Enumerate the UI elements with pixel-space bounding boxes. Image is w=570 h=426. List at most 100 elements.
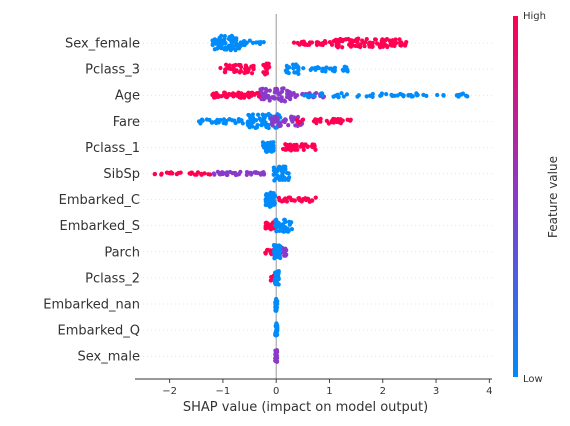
shap-point bbox=[244, 40, 249, 45]
shap-point bbox=[295, 147, 300, 152]
shap-point bbox=[290, 198, 295, 203]
shap-point bbox=[262, 96, 267, 101]
shap-point bbox=[334, 119, 339, 124]
feature-label: Pclass_1 bbox=[85, 141, 140, 156]
shap-point bbox=[217, 38, 222, 43]
shap-point bbox=[389, 92, 394, 97]
shap-point bbox=[262, 70, 268, 75]
shap-point bbox=[245, 69, 251, 74]
shap-point bbox=[164, 170, 170, 175]
shap-point bbox=[293, 123, 298, 128]
colorbar-title: Feature value bbox=[546, 156, 560, 238]
shap-point bbox=[282, 253, 287, 258]
shap-point bbox=[264, 196, 269, 202]
shap-point bbox=[272, 247, 277, 252]
shap-point bbox=[378, 45, 383, 50]
shap-point bbox=[152, 172, 157, 177]
shap-point bbox=[362, 44, 367, 49]
shap-point bbox=[237, 95, 242, 100]
shap-point bbox=[233, 69, 239, 74]
shap-point bbox=[286, 195, 291, 200]
shap-point bbox=[249, 71, 255, 76]
shap-point bbox=[283, 143, 289, 148]
shap-point bbox=[226, 36, 232, 41]
shap-point bbox=[255, 112, 261, 117]
shap-point bbox=[219, 33, 224, 38]
shap-point bbox=[247, 38, 252, 43]
shap-point bbox=[215, 117, 220, 122]
shap-point bbox=[233, 40, 238, 45]
shap-point bbox=[263, 251, 268, 256]
shap-point bbox=[414, 92, 419, 97]
shap-point bbox=[176, 170, 181, 176]
shap-point bbox=[285, 146, 290, 151]
shap-point bbox=[246, 94, 251, 99]
shap-point bbox=[348, 117, 353, 122]
colorbar: High Low Feature value bbox=[513, 11, 560, 385]
shap-point bbox=[266, 122, 271, 128]
shap-point bbox=[212, 47, 217, 52]
shap-point bbox=[341, 94, 346, 99]
shap-point bbox=[276, 251, 281, 256]
shap-point bbox=[259, 123, 264, 128]
shap-point bbox=[272, 276, 278, 281]
shap-point bbox=[378, 93, 383, 98]
shap-point bbox=[319, 91, 324, 96]
shap-point bbox=[363, 40, 368, 45]
shap-point bbox=[219, 94, 224, 99]
shap-point bbox=[421, 92, 426, 97]
feature-label: Sex_female bbox=[65, 37, 140, 52]
shap-point bbox=[271, 200, 276, 205]
shap-point bbox=[337, 38, 342, 43]
shap-point bbox=[302, 93, 307, 98]
feature-row-points bbox=[273, 321, 280, 338]
shap-point bbox=[211, 171, 216, 176]
feature-row-points bbox=[263, 217, 295, 234]
shap-point bbox=[285, 65, 290, 70]
shap-point bbox=[159, 171, 164, 176]
shap-point bbox=[286, 176, 291, 181]
shap-point bbox=[253, 170, 258, 176]
feature-row-points bbox=[273, 348, 280, 364]
shap-point bbox=[260, 112, 265, 117]
shap-point bbox=[278, 123, 283, 128]
shap-point bbox=[238, 62, 243, 68]
shap-point bbox=[384, 92, 389, 97]
shap-point bbox=[274, 272, 279, 277]
x-tick-label: 3 bbox=[433, 386, 439, 397]
shap-point bbox=[274, 168, 279, 173]
shap-point bbox=[218, 172, 223, 177]
shap-point bbox=[264, 63, 270, 68]
shap-point bbox=[273, 86, 278, 92]
shap-point bbox=[230, 171, 235, 176]
shap-point bbox=[208, 172, 213, 177]
shap-point bbox=[399, 40, 404, 45]
shap-point bbox=[344, 92, 350, 97]
shap-point bbox=[265, 66, 270, 72]
feature-label: Pclass_2 bbox=[85, 271, 140, 286]
shap-point bbox=[318, 119, 323, 124]
shap-point bbox=[231, 94, 236, 99]
shap-point bbox=[358, 42, 363, 47]
feature-row-points bbox=[260, 140, 318, 154]
feature-row-points bbox=[263, 190, 318, 209]
shap-point bbox=[204, 117, 209, 122]
shap-point bbox=[264, 201, 269, 206]
feature-label: Pclass_3 bbox=[85, 63, 140, 78]
shap-point bbox=[296, 71, 301, 76]
shap-point bbox=[286, 123, 291, 128]
shap-point bbox=[231, 63, 236, 68]
shap-point bbox=[280, 177, 285, 182]
x-axis-label: SHAP value (impact on model output) bbox=[183, 400, 428, 415]
shap-point bbox=[338, 121, 343, 126]
shap-point bbox=[168, 170, 174, 175]
colorbar-low-label: Low bbox=[523, 374, 543, 385]
feature-row-points bbox=[196, 112, 353, 131]
feature-label: Age bbox=[115, 89, 140, 104]
shap-point bbox=[313, 147, 318, 152]
shap-point bbox=[333, 38, 339, 44]
shap-point bbox=[210, 38, 215, 43]
shap-point bbox=[199, 117, 205, 122]
shap-point bbox=[312, 142, 317, 147]
shap-point bbox=[321, 66, 326, 72]
